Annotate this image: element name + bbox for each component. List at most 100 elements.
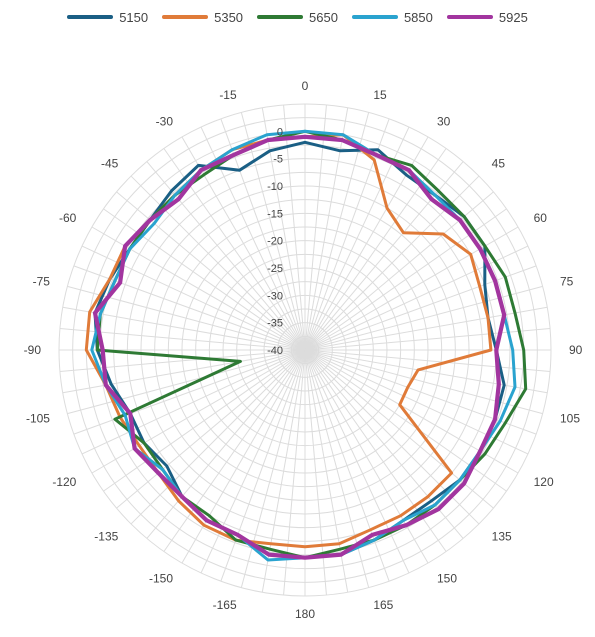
- angle-tick-label: -60: [59, 211, 77, 225]
- legend-swatch-5350: [162, 15, 209, 19]
- grid-spoke: [220, 349, 306, 582]
- angle-tick-label: -120: [52, 475, 76, 489]
- grid-spoke: [91, 226, 306, 351]
- angle-tick-label: 150: [437, 572, 457, 586]
- radial-tick-label: -10: [267, 181, 283, 193]
- grid-spoke: [304, 349, 537, 435]
- radial-tick-label: 0: [277, 126, 283, 138]
- grid-spoke: [91, 349, 306, 474]
- angle-tick-label: 75: [560, 275, 574, 289]
- legend-item-5650[interactable]: 5650: [257, 10, 338, 25]
- radial-tick-label: -40: [267, 345, 283, 357]
- legend-label-5150: 5150: [119, 9, 149, 25]
- angle-tick-label: -135: [94, 530, 118, 544]
- grid-spoke: [62, 306, 306, 351]
- grid-spoke: [304, 245, 529, 351]
- grid-spoke: [304, 349, 349, 593]
- legend-item-5150[interactable]: 5150: [67, 10, 148, 25]
- grid-spoke: [304, 349, 494, 509]
- grid-spoke: [304, 306, 548, 351]
- grid-spoke: [67, 349, 306, 415]
- grid-spoke: [304, 118, 390, 351]
- angle-tick-label: -30: [156, 114, 174, 128]
- radial-tick-label: -35: [267, 318, 283, 330]
- grid-spoke: [304, 349, 410, 574]
- grid-spoke: [304, 136, 429, 351]
- legend-item-5925[interactable]: 5925: [446, 9, 528, 25]
- angle-tick-label: 45: [492, 156, 506, 170]
- angle-tick-label: -90: [24, 343, 42, 357]
- angle-tick-label: 30: [437, 114, 451, 128]
- grid-spoke: [181, 349, 306, 564]
- radial-tick-label: -5: [273, 154, 283, 166]
- legend-swatch-5925: [446, 15, 493, 19]
- grid-spoke: [304, 349, 519, 474]
- legend-item-5850[interactable]: 5850: [351, 9, 433, 25]
- grid-spoke: [116, 349, 306, 509]
- grid-spoke: [304, 226, 519, 351]
- grid-spoke: [240, 349, 306, 588]
- radial-tick-label: -30: [267, 290, 283, 302]
- legend-label-5650: 5650: [309, 9, 338, 25]
- angle-tick-label: -150: [149, 572, 173, 586]
- angle-tick-label: -15: [219, 88, 237, 102]
- angle-tick-label: 165: [373, 598, 393, 612]
- grid-spoke: [304, 285, 543, 351]
- radial-tick-label: -15: [267, 208, 283, 220]
- grid-spoke: [304, 112, 370, 351]
- angle-tick-label: 180: [295, 607, 315, 621]
- angle-tick-label: -45: [101, 156, 119, 170]
- angle-tick-label: -75: [33, 275, 51, 289]
- grid-spoke: [261, 349, 306, 593]
- grid-spoke: [62, 349, 306, 394]
- grid-spoke: [261, 107, 306, 351]
- angle-tick-label: -165: [213, 598, 237, 612]
- grid-spoke: [240, 112, 306, 351]
- grid-spoke: [146, 161, 306, 351]
- angle-tick-label: -105: [26, 411, 50, 425]
- grid-spoke: [304, 208, 507, 351]
- grid-spoke: [73, 265, 306, 351]
- legend-label-5925: 5925: [498, 9, 528, 25]
- legend-swatch-5650: [257, 15, 304, 19]
- grid-spoke: [116, 191, 306, 351]
- angle-tick-label: 15: [373, 88, 387, 102]
- grid-spoke: [200, 349, 306, 574]
- grid-spoke: [304, 265, 537, 351]
- legend-label-5350: 5350: [214, 9, 244, 25]
- radial-tick-label: -25: [267, 263, 283, 275]
- angle-tick-label: 0: [302, 79, 309, 93]
- grid-spoke: [304, 191, 494, 351]
- series-line-5925: [92, 134, 507, 560]
- legend: 5150 5350 5650 5850 5925: [0, 0, 595, 34]
- grid-spoke: [103, 349, 306, 492]
- grid-spoke: [304, 161, 464, 351]
- angle-tick-label: 90: [569, 343, 583, 357]
- grid-spoke: [81, 349, 306, 455]
- grid-spoke: [181, 136, 306, 351]
- grid-spoke: [304, 349, 464, 539]
- legend-swatch-5850: [351, 15, 398, 19]
- grid-spoke: [73, 349, 306, 435]
- radial-tick-label: -20: [267, 236, 283, 248]
- grid-spoke: [146, 349, 306, 539]
- grid-spoke: [220, 118, 306, 351]
- legend-swatch-5150: [67, 15, 114, 19]
- angle-tick-label: 135: [492, 530, 512, 544]
- grid-spoke: [304, 349, 543, 415]
- angle-tick-label: 105: [560, 411, 580, 425]
- legend-item-5350[interactable]: 5350: [162, 10, 243, 25]
- grid-spoke: [59, 349, 306, 372]
- legend-label-5850: 5850: [403, 9, 433, 25]
- angle-tick-label: 120: [534, 475, 554, 489]
- grid-spoke: [304, 349, 390, 582]
- grid-spoke: [304, 349, 370, 588]
- grid-spoke: [304, 349, 551, 372]
- angle-tick-label: 60: [534, 211, 548, 225]
- grid-spoke: [163, 349, 306, 552]
- grid-spoke: [304, 349, 429, 564]
- grid-spoke: [304, 349, 548, 394]
- grid-spoke: [130, 349, 306, 525]
